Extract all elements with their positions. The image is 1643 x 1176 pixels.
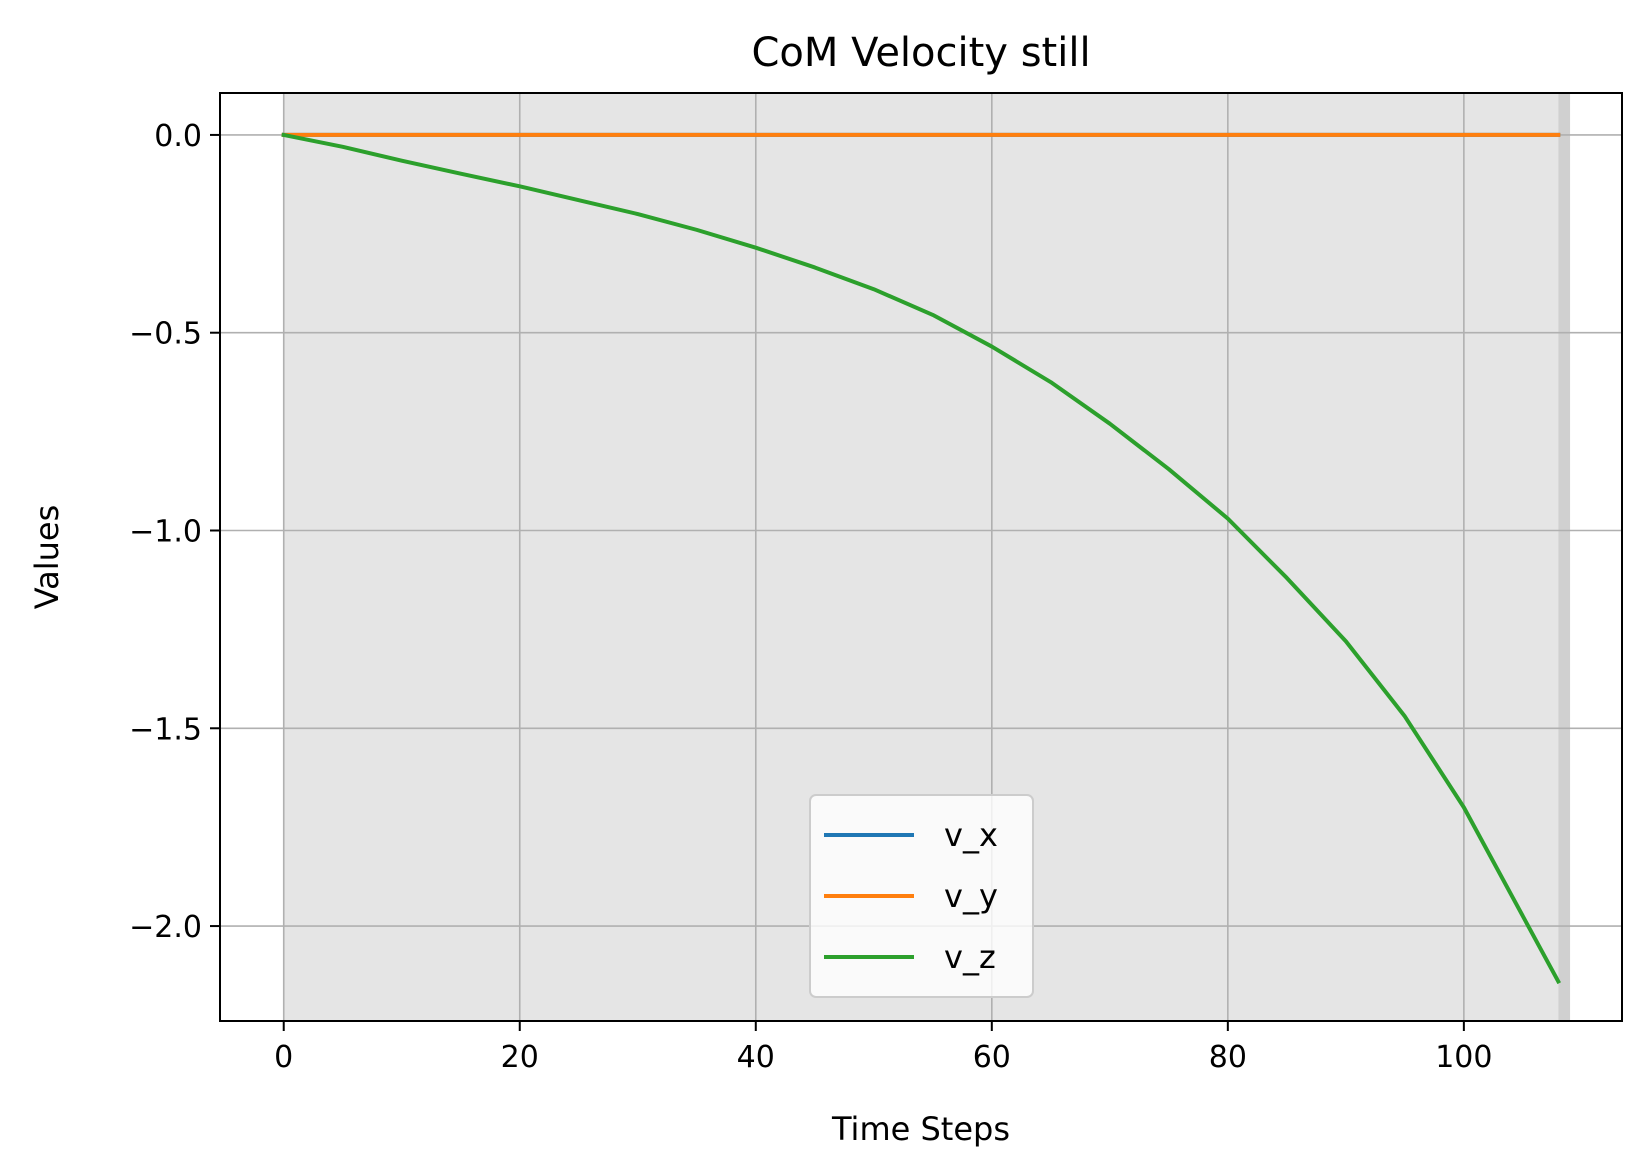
x-tick-label-2: 40 xyxy=(737,1040,775,1075)
axes-frame xyxy=(219,92,1623,1022)
x-tick-label-5: 100 xyxy=(1435,1040,1492,1075)
legend: v_x v_y v_z xyxy=(809,794,1034,998)
y-tick-label-2: −1.0 xyxy=(129,514,202,549)
x-axis-label: Time Steps xyxy=(831,1110,1010,1148)
y-tick-label-3: −1.5 xyxy=(129,712,202,747)
y-axis-label: Values xyxy=(28,505,66,610)
shaded-region-1 xyxy=(1558,93,1571,1021)
y-tick-label-1: −0.5 xyxy=(129,317,202,352)
legend-box xyxy=(809,794,1034,998)
y-tick-label-4: −2.0 xyxy=(129,910,202,945)
x-tick-label-0: 0 xyxy=(274,1040,293,1075)
legend-label-v_z: v_z xyxy=(944,938,996,976)
series-line-v_z xyxy=(281,132,1561,985)
x-tick-label-4: 80 xyxy=(1209,1040,1247,1075)
plot-area: 0 20 40 60 80 100 0.0 −0.5 −1.0 −1.5 −2.0 xyxy=(129,92,1623,1075)
legend-label-v_x: v_x xyxy=(944,816,998,854)
x-tick-label-1: 20 xyxy=(501,1040,539,1075)
legend-label-v_y: v_y xyxy=(944,877,998,915)
chart-title: CoM Velocity still xyxy=(751,30,1090,76)
x-tick-label-3: 60 xyxy=(973,1040,1011,1075)
y-tick-label-0: 0.0 xyxy=(154,119,202,154)
